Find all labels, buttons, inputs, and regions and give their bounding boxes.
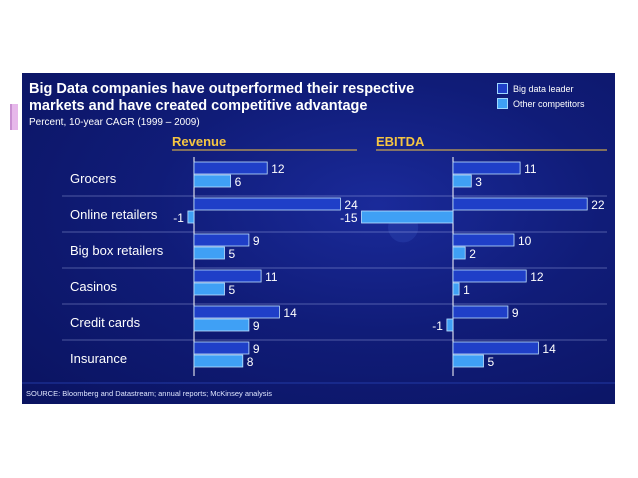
bar-revenue-other xyxy=(193,318,250,332)
data-label: 3 xyxy=(475,175,482,189)
bar-ebitda-other xyxy=(452,174,472,188)
data-label: -15 xyxy=(340,211,358,225)
category-label: Credit cards xyxy=(70,315,141,330)
data-label: 9 xyxy=(253,319,260,333)
data-label: 22 xyxy=(591,198,605,212)
bar-ebitda-leader xyxy=(452,269,527,283)
data-label: 2 xyxy=(469,247,476,261)
bar-revenue-other xyxy=(193,246,225,260)
bar-revenue-other xyxy=(193,354,244,368)
bar-revenue-other xyxy=(193,174,231,188)
category-label: Big box retailers xyxy=(70,243,164,258)
bar-revenue-leader xyxy=(193,233,250,247)
data-label: 8 xyxy=(247,355,254,369)
data-label: 11 xyxy=(265,270,278,284)
data-label: 1 xyxy=(463,283,470,297)
bar-ebitda-other xyxy=(452,282,460,296)
bar-revenue-other xyxy=(187,210,195,224)
data-label: 12 xyxy=(530,270,544,284)
chart-title: Big Data companies have outperformed the… xyxy=(29,81,415,114)
panel-header-ebitda: EBITDA xyxy=(376,134,425,149)
legend-item-leader: Big data leader xyxy=(497,83,585,94)
bar-ebitda-other xyxy=(452,246,466,260)
bar-chart: Grocers Online retailers Big box retailers… xyxy=(22,134,615,384)
category-label: Online retailers xyxy=(70,207,158,222)
panel-header-revenue: Revenue xyxy=(172,134,226,149)
bar-revenue-leader xyxy=(193,341,250,355)
bar-ebitda-other xyxy=(446,318,454,332)
legend-swatch-leader xyxy=(497,83,508,94)
data-label: 14 xyxy=(542,342,556,356)
data-label: 9 xyxy=(253,342,260,356)
data-label: 9 xyxy=(253,234,260,248)
category-label: Insurance xyxy=(70,351,127,366)
data-label: 9 xyxy=(512,306,519,320)
bar-ebitda-leader xyxy=(452,197,588,211)
bar-revenue-other xyxy=(193,282,225,296)
chart-slide: ● Big Data companies have outperformed t… xyxy=(22,73,615,404)
bar-ebitda-leader xyxy=(452,161,521,175)
legend-swatch-other xyxy=(497,98,508,109)
data-label: -1 xyxy=(432,319,443,333)
data-label: 10 xyxy=(518,234,532,248)
chart-subtitle: Percent, 10-year CAGR (1999 – 2009) xyxy=(29,117,200,128)
data-label: 5 xyxy=(488,355,495,369)
source-note: SOURCE: Bloomberg and Datastream; annual… xyxy=(26,389,272,398)
legend: Big data leader Other competitors xyxy=(497,83,585,113)
bar-ebitda-leader xyxy=(452,341,539,355)
data-label: -1 xyxy=(173,211,184,225)
bar-revenue-leader xyxy=(193,269,262,283)
data-label: 14 xyxy=(283,306,297,320)
bar-revenue-leader xyxy=(193,161,268,175)
data-label: 11 xyxy=(524,162,537,176)
data-label: 12 xyxy=(271,162,285,176)
data-label: 5 xyxy=(229,283,236,297)
data-label: 24 xyxy=(344,198,358,212)
category-label: Casinos xyxy=(70,279,117,294)
data-label: 6 xyxy=(235,175,242,189)
bar-ebitda-other xyxy=(361,210,454,224)
bar-ebitda-other xyxy=(452,354,484,368)
data-label: 5 xyxy=(229,247,236,261)
legend-label-leader: Big data leader xyxy=(513,83,574,94)
bar-ebitda-leader xyxy=(452,305,509,319)
legend-item-other: Other competitors xyxy=(497,98,585,109)
slide-accent-bar xyxy=(10,104,18,130)
legend-label-other: Other competitors xyxy=(513,98,585,109)
bar-ebitda-leader xyxy=(452,233,515,247)
bar-revenue-leader xyxy=(193,197,341,211)
bar-revenue-leader xyxy=(193,305,280,319)
category-label: Grocers xyxy=(70,171,117,186)
